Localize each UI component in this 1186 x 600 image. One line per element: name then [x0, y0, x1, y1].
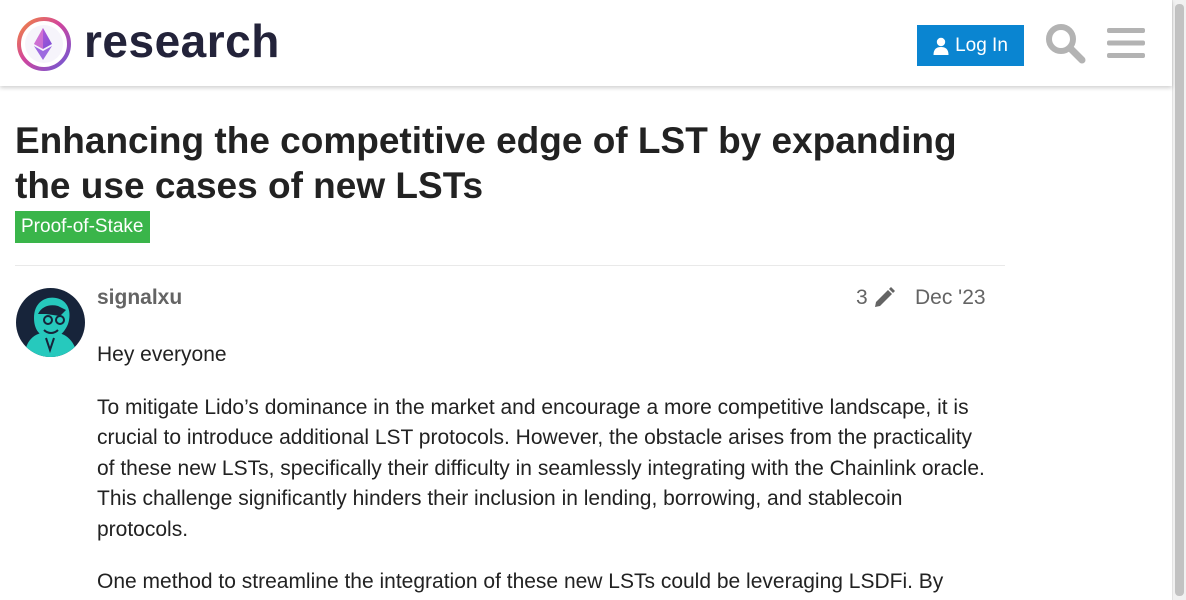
avatar[interactable] [16, 288, 85, 357]
post-body: Hey everyone To mitigate Lido’s dominanc… [97, 340, 987, 600]
login-button[interactable]: Log In [917, 25, 1024, 66]
category-badge[interactable]: Proof-of-Stake [15, 211, 150, 243]
post-paragraph: One method to streamline the integration… [97, 570, 944, 593]
login-label: Log In [955, 34, 1008, 56]
post-paragraph: Hey everyone [97, 343, 227, 366]
site-header: research Log In [0, 0, 1172, 86]
ethereum-research-logo-icon [17, 17, 71, 71]
post-paragraph: To mitigate Lido’s dominance in the mark… [97, 395, 985, 541]
edit-history-button[interactable]: 3 [856, 286, 895, 310]
logo-text: research [84, 15, 280, 67]
divider [15, 265, 1005, 266]
post-username[interactable]: signalxu [97, 286, 183, 309]
edit-count: 3 [856, 286, 868, 309]
search-icon[interactable] [1044, 22, 1086, 64]
scrollbar[interactable] [1172, 0, 1186, 600]
hamburger-menu-icon[interactable] [1107, 26, 1145, 60]
scrollbar-thumb[interactable] [1175, 4, 1184, 596]
topic-title[interactable]: Enhancing the competitive edge of LST by… [15, 120, 957, 206]
post-date[interactable]: Dec '23 [915, 286, 986, 309]
site-logo[interactable]: research [16, 15, 280, 72]
user-icon [933, 37, 949, 55]
pencil-icon [874, 287, 895, 307]
